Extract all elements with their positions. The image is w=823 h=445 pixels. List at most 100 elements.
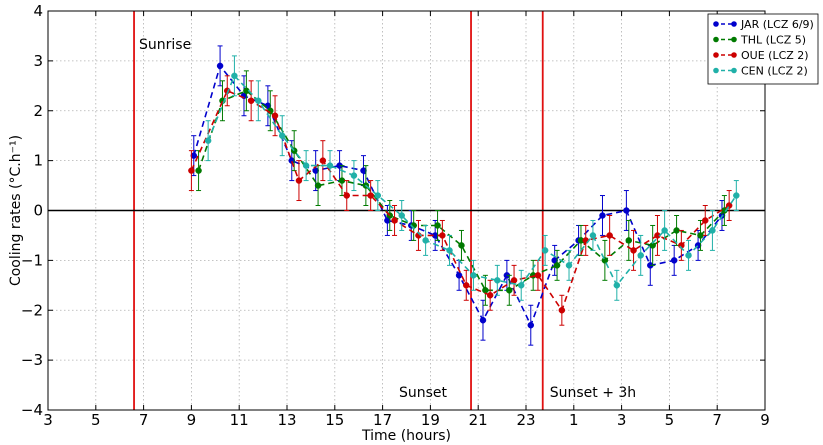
data-point: [733, 192, 740, 199]
legend-box: [707, 13, 819, 85]
data-point: [599, 212, 606, 219]
data-point: [295, 177, 303, 184]
x-tick-label: 7: [139, 411, 149, 429]
data-point: [702, 217, 709, 224]
series: [204, 55, 740, 301]
y-tick-label: 3: [33, 52, 43, 70]
y-tick-label: 4: [33, 2, 43, 20]
data-point: [673, 227, 680, 234]
data-point: [374, 192, 382, 199]
data-point: [601, 257, 609, 264]
event-label: Sunset + 3h: [550, 385, 636, 401]
data-point: [625, 237, 633, 244]
data-point: [367, 192, 374, 199]
data-point: [231, 72, 238, 80]
data-point: [350, 172, 358, 179]
data-point: [319, 157, 327, 164]
legend-marker: [731, 36, 737, 43]
x-tick-label: 17: [373, 411, 392, 429]
data-point: [661, 227, 668, 234]
data-point: [255, 97, 262, 105]
x-tick-label: 3: [617, 411, 627, 429]
data-point: [326, 162, 334, 169]
x-tick-label: 1: [569, 411, 579, 429]
data-point: [446, 247, 453, 254]
legend-marker: [731, 21, 737, 27]
x-tick-label: 21: [469, 411, 488, 429]
series-line: [197, 89, 725, 292]
data-point: [553, 262, 561, 269]
data-point: [558, 307, 566, 314]
x-tick-label: 23: [516, 411, 535, 429]
data-point: [670, 257, 678, 264]
data-point: [463, 282, 470, 289]
event-label: Sunrise: [139, 37, 191, 53]
y-tick-label: 2: [33, 102, 43, 120]
data-point: [204, 137, 212, 144]
data-point: [422, 237, 429, 244]
x-tick-label: 11: [230, 411, 249, 429]
data-point: [195, 167, 202, 174]
series-layer: [188, 45, 740, 346]
data-point: [534, 272, 542, 279]
x-tick-label: 13: [277, 411, 296, 429]
x-tick-label: 5: [665, 411, 675, 429]
y-axis-label: Cooling rates (°C.h⁻¹): [8, 135, 24, 286]
x-tick-label: 19: [421, 411, 440, 429]
data-point: [506, 287, 513, 294]
series: [190, 45, 726, 346]
data-point: [190, 152, 198, 159]
data-point: [314, 182, 322, 189]
legend-marker: [713, 52, 719, 58]
legend-entry: JAR (LCZ 6/9): [740, 18, 814, 31]
x-tick-label: 5: [91, 411, 101, 429]
legend: JAR (LCZ 6/9) THL (LCZ 5) OUE (LCZ 2) CEN (…: [707, 13, 819, 85]
data-point: [494, 277, 501, 284]
data-point: [439, 232, 446, 239]
data-point: [517, 282, 525, 289]
data-point: [434, 222, 441, 229]
data-point: [486, 292, 494, 299]
legend-entry: CEN (LCZ 2): [741, 65, 808, 78]
event-label: Sunset: [399, 385, 448, 401]
x-tick-label: 7: [712, 411, 722, 429]
x-tick-label: 15: [325, 411, 344, 429]
y-tick-label: −1: [21, 251, 43, 269]
data-point: [302, 162, 310, 169]
series-line: [193, 64, 723, 328]
series: [188, 75, 733, 326]
legend-marker: [731, 67, 737, 74]
data-point: [479, 316, 487, 324]
data-point: [565, 262, 573, 269]
data-point: [685, 252, 692, 259]
x-axis-label: Time (hours): [361, 428, 451, 444]
data-point: [623, 207, 630, 214]
data-point: [188, 167, 195, 174]
data-point: [637, 252, 644, 259]
y-tick-label: 1: [33, 152, 43, 170]
annotations: Sunrise Sunset Sunset + 3h: [139, 37, 636, 401]
data-point: [613, 282, 621, 289]
legend-marker: [731, 52, 737, 58]
data-point: [247, 97, 255, 105]
data-point: [360, 167, 367, 174]
series: [195, 70, 728, 306]
x-tick-label: 9: [760, 411, 770, 429]
data-point: [470, 272, 477, 279]
data-point: [288, 157, 296, 164]
data-point: [398, 212, 405, 219]
data-point: [541, 247, 549, 254]
data-point: [343, 192, 350, 199]
data-point: [338, 177, 346, 184]
data-point: [527, 321, 535, 329]
legend-entry: OUE (LCZ 2): [741, 49, 809, 62]
data-point: [458, 242, 465, 249]
y-tick-label: 0: [33, 202, 43, 220]
data-point: [391, 217, 398, 224]
data-point: [271, 112, 279, 119]
data-point: [482, 287, 489, 294]
x-tick-label: 3: [43, 411, 53, 429]
data-point: [510, 277, 518, 284]
